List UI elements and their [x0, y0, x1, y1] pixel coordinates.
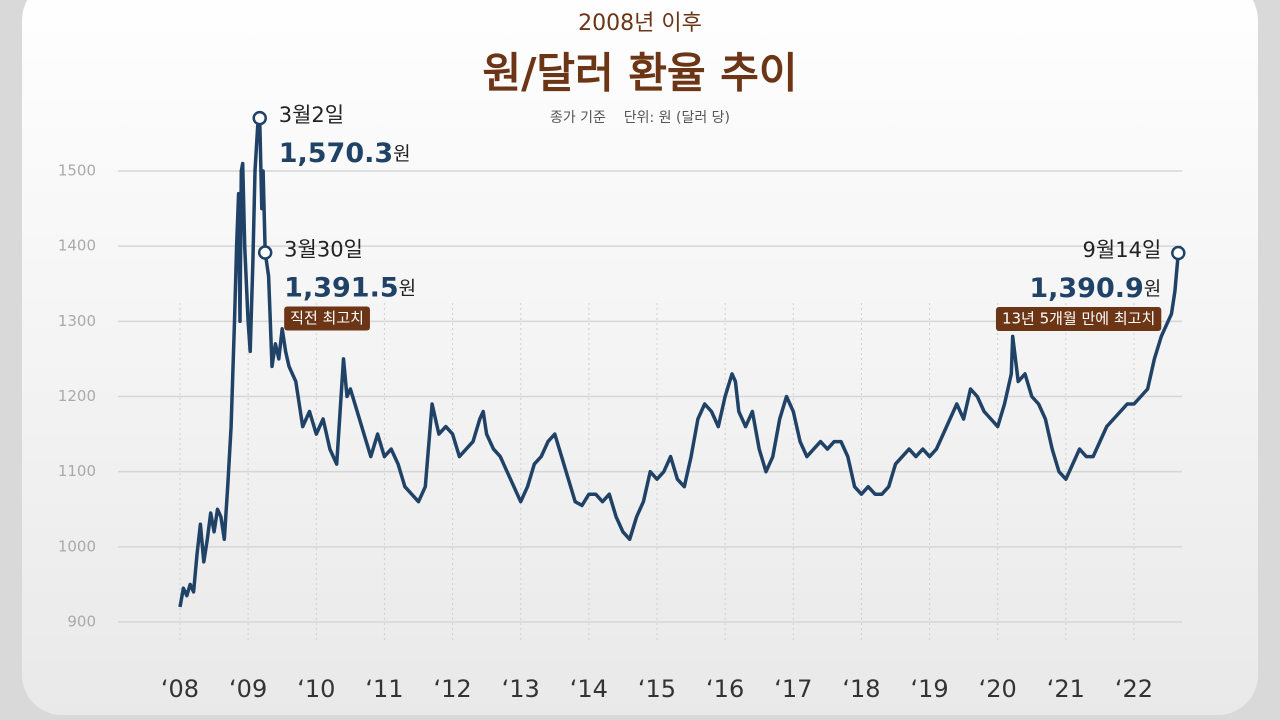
y-tick-label: 1100 [58, 462, 96, 480]
highlight-point [257, 245, 273, 260]
x-tick-label: ‘11 [365, 675, 403, 703]
x-tick-label: ‘19 [910, 675, 948, 703]
note-badge: 직전 최고치 [284, 306, 370, 331]
y-tick-label: 1500 [58, 162, 96, 180]
card [22, 0, 1258, 715]
x-tick-label: ‘10 [297, 675, 335, 703]
value-label: 1,570.3 [279, 138, 393, 169]
x-tick-label: ‘16 [706, 675, 744, 703]
y-tick-label: 1300 [58, 312, 96, 330]
chart-title: 원/달러 환율 추이 [482, 49, 797, 98]
highlight-point [1171, 245, 1186, 261]
note-box [995, 307, 1162, 332]
y-tick-label: 1000 [58, 537, 96, 555]
x-tick-label: ‘14 [570, 675, 608, 703]
value-label: 1,390.9 [1029, 273, 1143, 304]
note-text: 직전 최고치 [290, 309, 364, 327]
note-text: 13년 5개월 만에 최고치 [1002, 310, 1155, 328]
annotation-date: 9월14일 [1083, 238, 1162, 262]
y-tick-label: 900 [67, 613, 96, 631]
x-tick-label: ‘20 [979, 675, 1017, 703]
annotation-value: 1,570.3원 [279, 138, 411, 169]
chart-subtitle: 종가 기준 단위: 원 (달러 당) [550, 110, 730, 126]
chart-kicker: 2008년 이후 [578, 11, 702, 36]
value-unit: 원 [399, 277, 416, 299]
annotation-value: 1,391.5원 [284, 272, 416, 303]
x-tick-label: ‘21 [1047, 675, 1085, 703]
y-tick-label: 1400 [58, 237, 96, 255]
highlight-point [252, 110, 267, 126]
x-tick-label: ‘17 [774, 675, 812, 703]
annotation-value: 1,390.9원 [1029, 273, 1161, 304]
value-unit: 원 [393, 143, 410, 165]
annotation-date: 3월30일 [284, 238, 363, 262]
note-badge: 13년 5개월 만에 최고치 [995, 307, 1162, 332]
x-tick-label: ‘13 [502, 675, 540, 703]
line [178, 116, 1181, 608]
note-box [284, 306, 370, 331]
x-tick-label: ‘08 [161, 675, 199, 703]
value-label: 1,391.5 [284, 272, 398, 303]
x-tick-label: ‘15 [638, 675, 676, 703]
value-unit: 원 [1144, 278, 1161, 300]
x-tick-label: ‘09 [229, 675, 267, 703]
x-tick-label: ‘22 [1115, 675, 1153, 703]
x-tick-label: ‘12 [433, 675, 471, 703]
annotation-date: 3월2일 [279, 103, 344, 127]
y-tick-label: 1200 [58, 387, 96, 405]
x-tick-label: ‘18 [842, 675, 880, 703]
